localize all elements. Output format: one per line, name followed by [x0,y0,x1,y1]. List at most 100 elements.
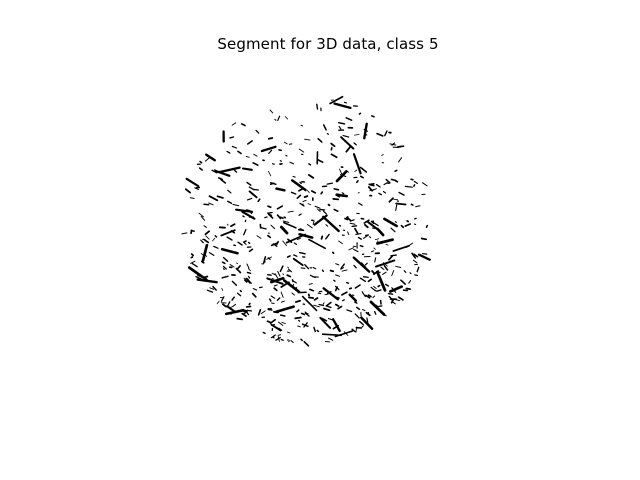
segment-speck [354,284,361,289]
segment-speck [395,299,401,302]
segment-speck [376,238,394,245]
segment-speck [377,305,383,308]
segment-speck [269,109,274,114]
segment-speck [358,112,362,115]
segment-speck [342,299,345,302]
segment-speck [351,225,358,228]
segment-speck [375,270,387,292]
segment-speck [241,210,256,220]
segment-speck [229,264,235,268]
segment-speck [286,255,291,258]
segment-speck [383,264,389,271]
segment-speck [404,185,413,188]
segment-speck [273,287,278,292]
segment-speck [240,123,246,127]
segment-speck [366,317,369,324]
segment-speck [348,247,355,251]
segment-speck [405,287,412,291]
segment-speck [259,286,263,289]
segment-speck [400,224,405,229]
segment-speck [403,270,407,273]
segment-speck [333,102,352,110]
segment-speck [246,181,252,186]
segment-speck [329,269,335,273]
segment-speck [321,269,324,272]
segment-speck [325,224,329,227]
segment-speck [310,190,317,194]
segment-speck [335,193,349,198]
segment-speck [293,280,297,284]
segment-speck [372,222,379,227]
segment-speck [294,316,302,320]
segment-speck [357,236,362,240]
segment-speck [272,335,275,338]
segment-speck [235,208,254,213]
segment-speck [236,292,242,297]
segment-speck [248,275,251,279]
segment-speck [341,291,348,296]
segment-speck [363,223,369,229]
segment-speck [370,286,377,292]
segment-speck [222,265,227,270]
segment-speck [292,257,304,267]
segment-speck [233,169,238,173]
segment-speck [277,334,282,336]
segment-speck [390,227,396,233]
segment-speck [268,309,272,311]
segment-speck [353,134,360,136]
segment-speck [348,293,358,302]
segment-speck [231,122,237,126]
segment-speck [235,267,242,274]
segment-speck [363,219,370,224]
segment-speck [376,289,382,292]
segment-speck [279,265,284,273]
segment-speck [337,121,346,125]
segment-speck [195,275,202,280]
segment-speck [323,307,331,312]
segment-speck [327,305,332,309]
segment-speck [200,239,204,244]
segment-speck [230,223,236,228]
segment-speck [248,302,251,306]
segment-speck [190,260,196,264]
segment-speck [300,312,306,316]
segment-speck [221,275,229,279]
segment-speck [318,303,325,307]
segment-speck [237,241,243,246]
segment-speck [312,220,315,225]
segment-speck [294,287,298,291]
segment-speck [316,329,320,333]
segment-speck [363,122,368,140]
segment-speck [343,331,349,336]
segment-speck [293,242,298,245]
segment-speck [368,183,375,187]
segment-speck [413,223,417,225]
segment-speck [260,226,267,230]
segment-speck [279,314,286,317]
segment-speck [306,224,313,229]
segment-speck [299,251,306,255]
segment-speck [306,313,309,315]
segment-speck [361,291,366,298]
segment-speck [370,220,374,223]
segment-speck [279,160,282,162]
segment-speck [375,183,381,188]
segment-speck [345,146,351,153]
segment-speck [275,336,281,341]
segment-speck [300,124,304,127]
segment-speck [349,219,355,222]
segment-speck [269,298,272,302]
segment-speck [326,133,330,135]
segment-speck [256,235,262,239]
segment-speck [353,248,359,253]
segment-speck [425,224,429,228]
segment-speck [271,278,275,280]
segment-speck [266,212,273,216]
segment-speck [325,233,330,240]
segment-speck [278,149,282,152]
segment-speck [232,303,237,307]
segment-speck [365,294,371,299]
segment-speck [343,101,347,104]
